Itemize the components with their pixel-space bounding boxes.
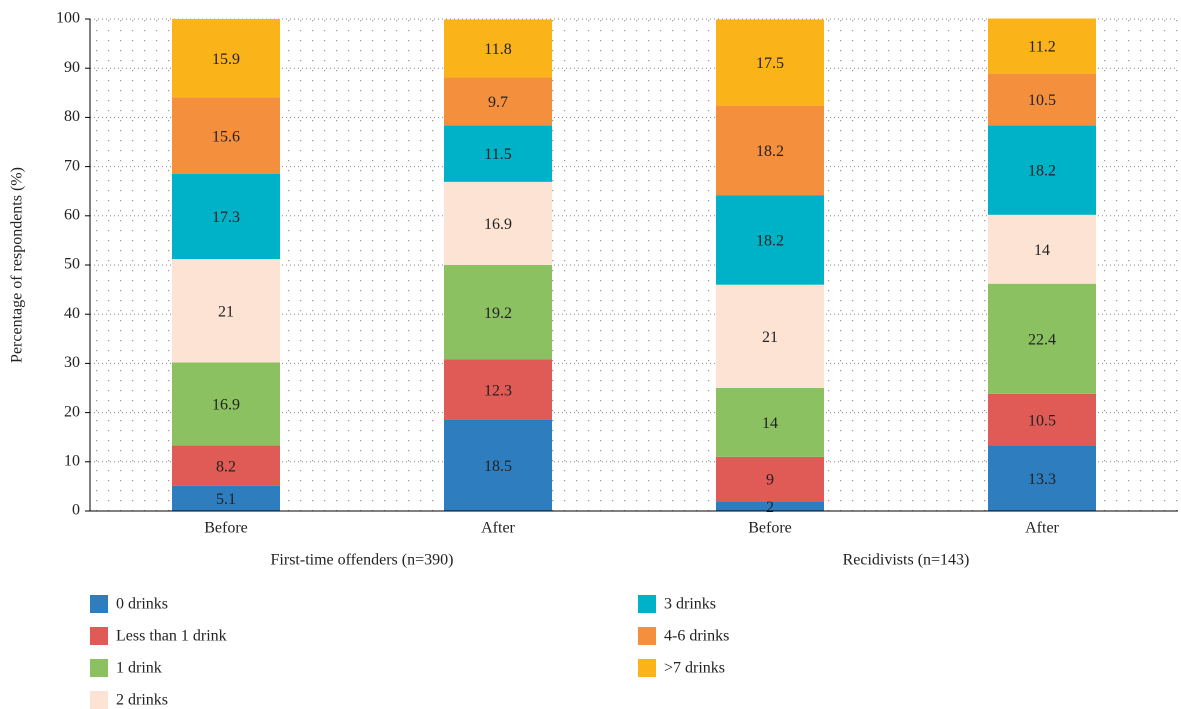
- y-tick-label: 30: [64, 354, 80, 371]
- y-tick-label: 50: [64, 256, 80, 273]
- y-tick-label: 70: [64, 157, 80, 174]
- bar-segment: [444, 77, 552, 126]
- y-tick-label: 80: [64, 108, 80, 125]
- data-label: 22.4: [1028, 331, 1056, 348]
- y-tick-label: 20: [64, 403, 80, 420]
- data-label: 14: [762, 415, 778, 432]
- data-label: 15.9: [212, 51, 240, 68]
- bar-segment: [716, 19, 824, 106]
- data-label: 9: [766, 472, 774, 489]
- legend-label: 0 drinks: [116, 596, 168, 613]
- y-tick-label: 10: [64, 452, 80, 469]
- data-label: 21: [762, 329, 778, 346]
- group-label: First-time offenders (n=390): [271, 552, 454, 569]
- legend-swatch: [90, 691, 108, 709]
- bar-segment: [988, 445, 1096, 511]
- bar-segment: [988, 393, 1096, 446]
- bar-segment: [988, 283, 1096, 394]
- y-tick-label: 100: [56, 10, 80, 27]
- legend-label: >7 drinks: [664, 660, 725, 677]
- legend-swatch: [90, 659, 108, 677]
- data-label: 18.2: [1028, 163, 1056, 180]
- legend-swatch: [90, 627, 108, 645]
- bar-segment: [716, 195, 824, 285]
- bar-segment: [172, 19, 280, 98]
- legend-swatch: [638, 595, 656, 613]
- bar-segment: [172, 259, 280, 363]
- bar-segment: [172, 362, 280, 446]
- data-label: 21: [218, 303, 234, 320]
- y-tick-label: 0: [72, 502, 80, 519]
- bar-segment: [716, 456, 824, 502]
- y-tick-label: 60: [64, 206, 80, 223]
- bar-segment: [716, 284, 824, 388]
- bar-segment: [444, 265, 552, 360]
- legend-label: 3 drinks: [664, 596, 716, 613]
- bar-segment: [444, 125, 552, 182]
- legend-swatch: [638, 627, 656, 645]
- group-label: Recidivists (n=143): [843, 552, 970, 569]
- bar-segment: [172, 173, 280, 260]
- legend-label: 2 drinks: [116, 692, 168, 709]
- y-axis-label: Percentage of respondents (%): [9, 167, 26, 363]
- bar-segment: [988, 18, 1096, 74]
- x-tick-label: Before: [748, 520, 792, 537]
- legend-swatch: [90, 595, 108, 613]
- legend-swatch: [638, 659, 656, 677]
- data-label: 10.5: [1028, 92, 1056, 109]
- bar-segment: [172, 97, 280, 174]
- bar-segment: [716, 388, 824, 457]
- y-tick-label: 40: [64, 305, 80, 322]
- data-label: 11.5: [484, 146, 511, 163]
- data-label: 8.2: [216, 458, 236, 475]
- bar-segment: [444, 181, 552, 265]
- data-label: 10.5: [1028, 412, 1056, 429]
- bar-segment: [988, 214, 1096, 284]
- bar-segment: [172, 445, 280, 486]
- bar-segment: [716, 105, 824, 196]
- bar-segment: [444, 359, 552, 420]
- data-label: 18.5: [484, 458, 512, 475]
- data-label: 14: [1034, 242, 1050, 259]
- data-label: 16.9: [212, 397, 240, 414]
- data-label: 11.2: [1028, 39, 1055, 56]
- data-label: 5.1: [216, 491, 236, 508]
- data-label: 17.3: [212, 209, 240, 226]
- x-tick-label: Before: [204, 520, 248, 537]
- data-label: 13.3: [1028, 471, 1056, 488]
- bar-segment: [988, 125, 1096, 215]
- bar-segment: [988, 73, 1096, 126]
- legend-label: Less than 1 drink: [116, 628, 227, 645]
- x-tick-label: After: [1025, 520, 1059, 537]
- data-label: 18.2: [756, 233, 784, 250]
- data-label: 18.2: [756, 143, 784, 160]
- data-label: 9.7: [488, 94, 508, 111]
- bar-segment: [716, 501, 824, 511]
- y-tick-label: 90: [64, 59, 80, 76]
- data-label: 15.6: [212, 128, 240, 145]
- data-label: 16.9: [484, 216, 512, 233]
- legend-label: 1 drink: [116, 660, 162, 677]
- bar-segment: [444, 19, 552, 78]
- bar-segment: [444, 419, 552, 511]
- x-tick-label: After: [481, 520, 515, 537]
- bar-segment: [172, 485, 280, 511]
- data-label: 11.8: [484, 41, 511, 58]
- data-label: 19.2: [484, 305, 512, 322]
- data-label: 12.3: [484, 382, 512, 399]
- data-label: 17.5: [756, 55, 784, 72]
- legend-label: 4-6 drinks: [664, 628, 729, 645]
- data-label: 2: [766, 499, 774, 516]
